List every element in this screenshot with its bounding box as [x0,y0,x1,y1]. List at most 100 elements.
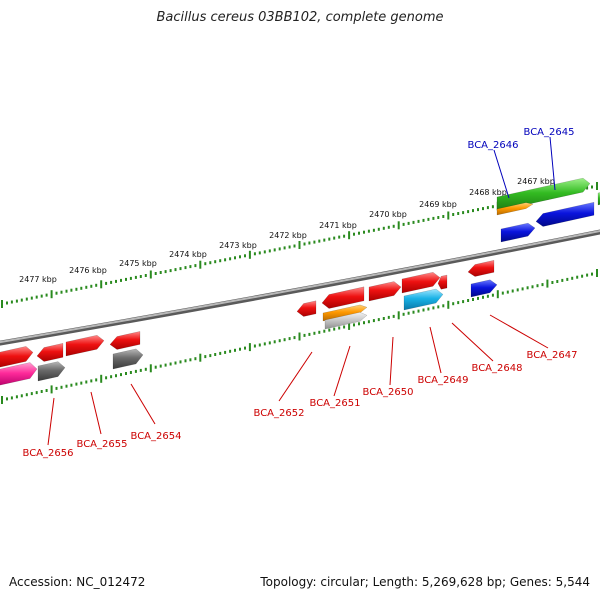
gene-label-bca-2650[interactable]: BCA_2650 [363,387,414,398]
inner-minor-tick [482,295,484,299]
inner-major-tick [248,343,251,352]
outer-minor-tick [204,262,207,266]
inner-minor-tick [472,298,474,301]
gene-2655-arrow [36,342,64,362]
gene-label-bca-2651[interactable]: BCA_2651 [310,398,361,409]
outer-major-tick [100,280,103,289]
inner-major-tick [298,332,301,341]
gene-2651-arrow [322,304,368,322]
gene-2647a-arrow [467,259,495,277]
outer-minor-tick [214,260,217,264]
inner-minor-tick [55,386,58,390]
outer-minor-tick [343,234,346,238]
outer-minor-tick [333,236,336,240]
inner-minor-tick [214,353,217,356]
inner-minor-tick [308,332,311,336]
gene-label-bca-2646[interactable]: BCA_2646 [468,140,519,151]
callout-line [489,314,549,349]
outer-minor-tick [387,225,390,229]
outer-minor-tick [491,205,494,209]
outer-major-tick [1,300,3,308]
outer-minor-tick [234,256,236,260]
outer-minor-tick [382,226,385,230]
outer-minor-tick [591,185,593,189]
gene-label-bca-2648[interactable]: BCA_2648 [472,363,523,374]
inner-minor-tick [313,331,316,335]
outer-minor-tick [457,212,460,215]
callout-line [90,391,102,435]
inner-minor-tick [501,291,504,295]
inner-minor-tick [110,375,113,379]
gene-features [0,177,600,386]
gene-2652-arrow [296,300,317,317]
outer-minor-tick [164,270,167,274]
outer-minor-tick [10,300,13,304]
outer-minor-tick [15,299,18,303]
inner-minor-tick [531,285,534,289]
outer-minor-tick [323,238,326,242]
callout-line [389,336,394,386]
inner-minor-tick [338,326,341,330]
outer-minor-tick [268,249,271,253]
outer-minor-tick [367,229,370,233]
scale-labels: 2477 kbp 2476 kbp 2475 kbp 2474 kbp 2473 kbp… [19,177,555,284]
inner-minor-tick [169,362,172,366]
inner-minor-tick [25,393,28,397]
inner-minor-tick [30,392,33,396]
inner-minor-tick [392,314,395,318]
outer-minor-tick [462,211,465,215]
inner-minor-tick [154,365,157,369]
callout-line [549,136,556,191]
outer-minor-tick [467,210,470,214]
inner-minor-tick [343,325,346,329]
scale-label: 2476 kbp [69,266,107,275]
scale-label: 2468 kbp [469,188,507,197]
inner-minor-tick [367,320,370,324]
outer-minor-tick [303,242,306,246]
outer-minor-tick [377,227,380,231]
inner-minor-tick [372,319,375,323]
inner-minor-tick [105,376,108,380]
gene-label-bca-2655[interactable]: BCA_2655 [77,439,128,450]
outer-major-tick [149,270,152,279]
inner-minor-tick [581,274,584,278]
inner-minor-tick [179,360,182,364]
gene-2646b-arrow [500,222,536,243]
gene-label-bca-2649[interactable]: BCA_2649 [418,375,469,386]
inner-minor-tick [452,302,455,306]
gene-label-bca-2645[interactable]: BCA_2645 [524,127,575,138]
outer-major-tick [447,211,450,220]
outer-minor-tick [85,285,88,289]
outer-minor-tick [125,277,127,281]
outer-minor-tick [60,290,63,294]
inner-major-tick [546,279,549,288]
gene-label-bca-2647[interactable]: BCA_2647 [527,350,578,361]
gene-label-bca-2652[interactable]: BCA_2652 [254,408,305,419]
scale-ticks-inner [1,269,598,404]
outer-minor-tick [258,251,261,255]
inner-minor-tick [437,305,440,309]
outer-minor-tick [288,245,291,249]
gene-2649-arrow [403,288,444,311]
inner-minor-tick [35,391,38,395]
gene-label-bca-2654[interactable]: BCA_2654 [131,431,182,442]
outer-minor-tick [338,235,341,239]
outer-minor-tick [55,291,58,295]
inner-minor-tick [293,336,296,340]
scale-label: 2473 kbp [219,241,257,250]
inner-minor-tick [586,273,589,277]
gene-label-bca-2656[interactable]: BCA_2656 [23,448,74,459]
inner-minor-tick [323,329,326,333]
inner-minor-tick [80,381,83,385]
outer-minor-tick [293,244,296,248]
callout-line [429,326,442,374]
inner-minor-tick [209,354,212,358]
inner-minor-tick [467,299,470,302]
inner-minor-tick [462,300,465,304]
outer-minor-tick [313,240,316,244]
outer-minor-tick [353,232,355,236]
inner-minor-tick [219,351,222,355]
callout-line [278,351,313,402]
inner-major-tick [149,364,152,373]
outer-minor-tick [65,289,68,293]
